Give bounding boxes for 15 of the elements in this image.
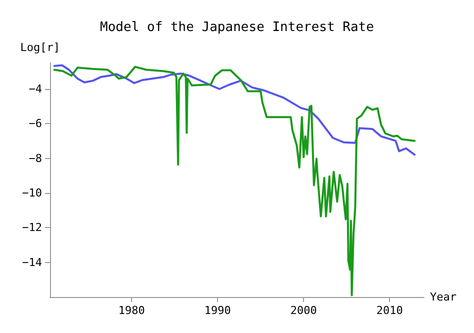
line-series (53, 66, 416, 296)
x-tick-label: 1980 (118, 304, 145, 317)
chart-title: Model of the Japanese Interest Rate (100, 20, 374, 35)
y-tick-label: −6 (28, 117, 42, 130)
x-tick-label: 1990 (204, 304, 231, 317)
y-tick-label: −14 (22, 256, 42, 269)
y-axis-title: Log[r] (20, 41, 60, 54)
line-series (53, 64, 416, 156)
y-tick-label: −12 (22, 221, 42, 234)
y-tick-label: −10 (22, 186, 42, 200)
x-axis-title: Year (430, 290, 457, 304)
y-tick-label: −4 (28, 82, 42, 96)
x-tick-label: 2000 (290, 304, 317, 317)
x-tick-label: 2010 (376, 304, 403, 317)
y-tick-label: −8 (28, 152, 42, 165)
